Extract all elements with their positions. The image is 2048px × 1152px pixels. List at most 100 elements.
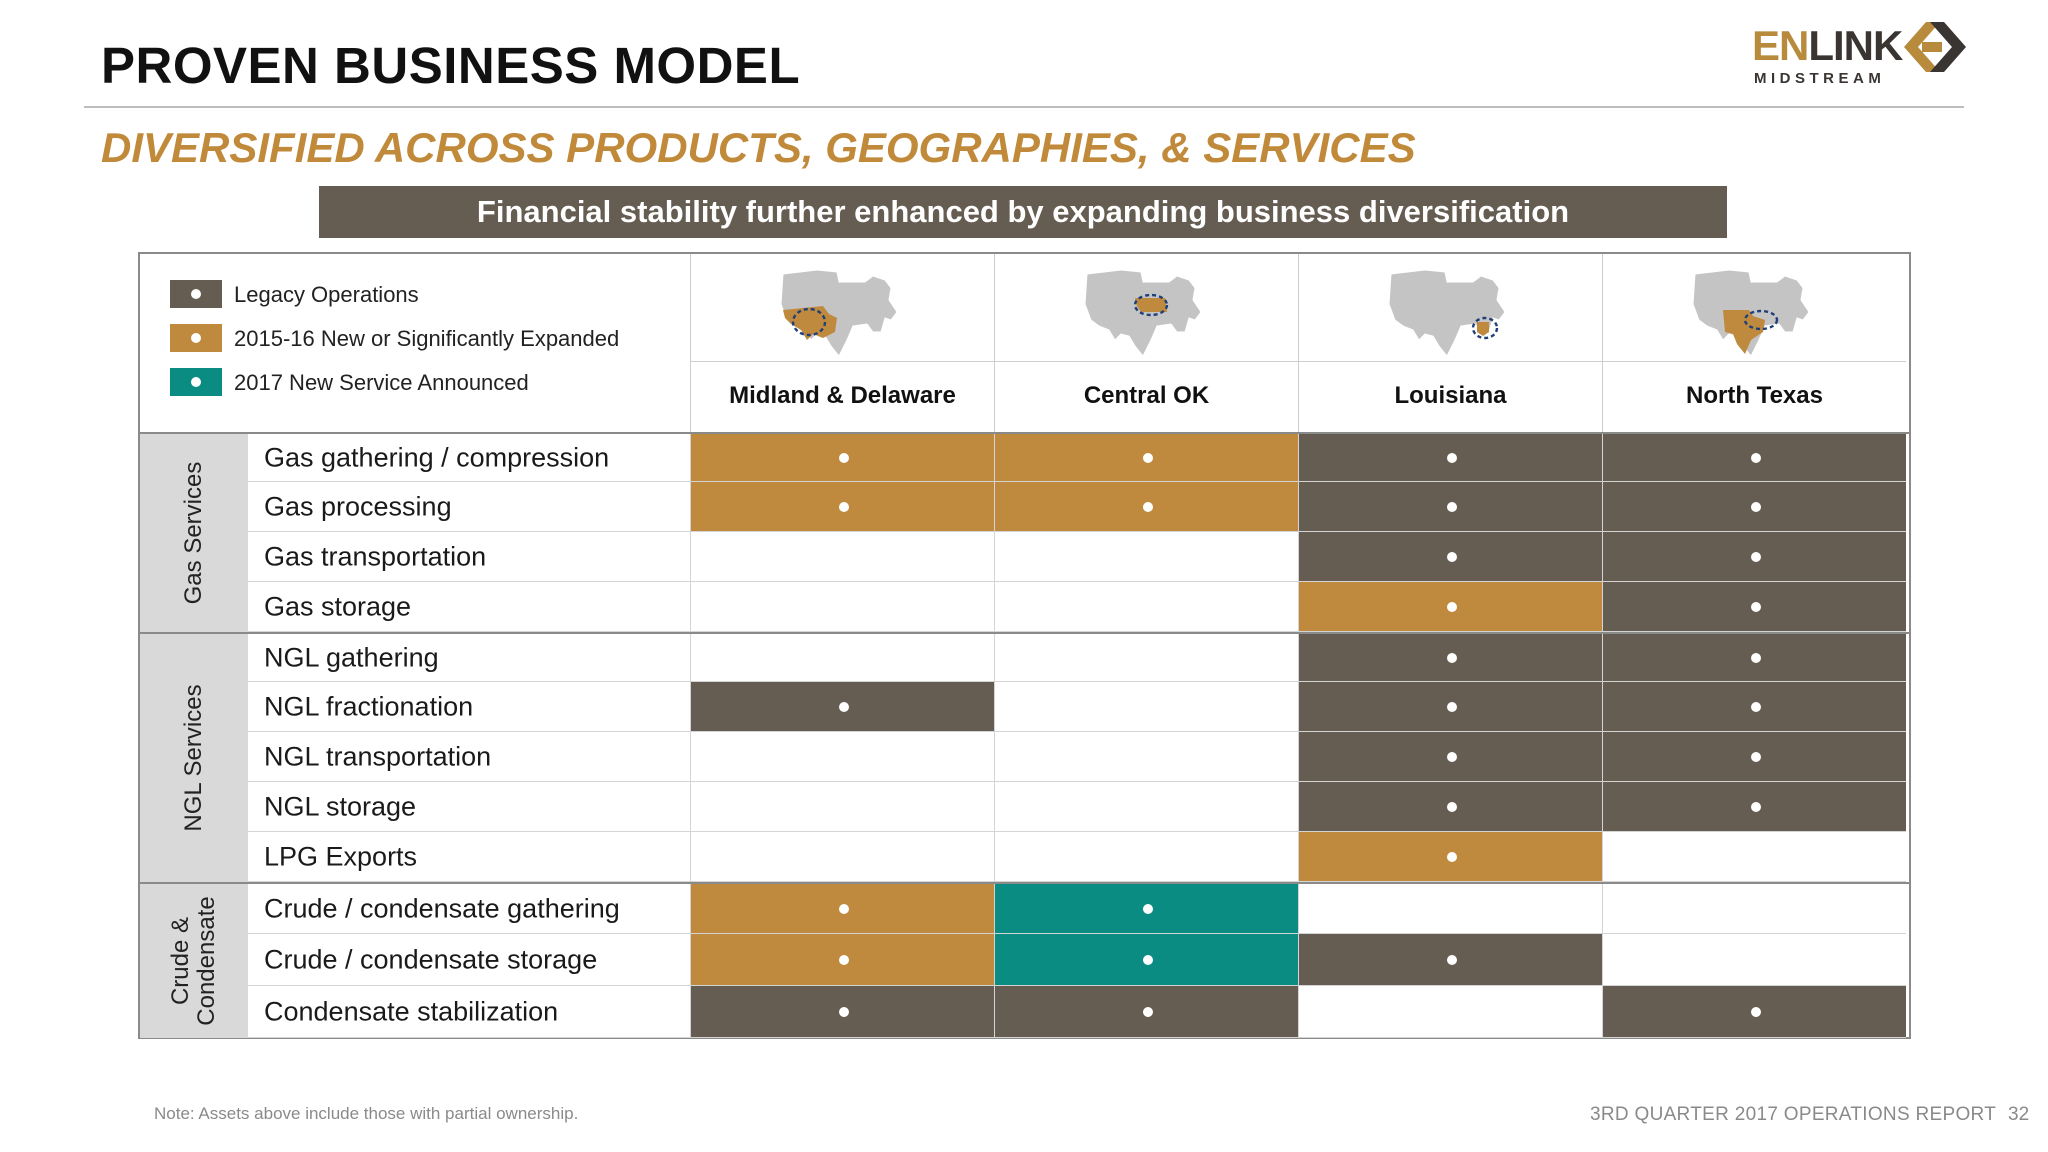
table-row: Gas processing <box>248 482 1911 532</box>
status-cell <box>690 832 994 882</box>
status-cell <box>1602 832 1906 882</box>
table-row: Condensate stabilization <box>248 986 1911 1038</box>
status-dot <box>1751 551 1761 562</box>
status-cell <box>1602 434 1906 482</box>
status-cell <box>690 582 994 632</box>
status-cell <box>994 482 1298 532</box>
service-cell: Gas transportation <box>248 532 690 582</box>
status-cell <box>1602 482 1906 532</box>
status-dot <box>1447 601 1457 612</box>
service-label: Condensate stabilization <box>264 996 559 1026</box>
service-label: LPG Exports <box>264 841 418 871</box>
status-dot <box>1751 701 1761 712</box>
status-cell <box>690 782 994 832</box>
status-dot <box>1751 501 1761 512</box>
status-cell <box>994 532 1298 582</box>
region-header: Louisiana <box>1298 254 1602 432</box>
status-dot <box>1751 452 1761 463</box>
service-cell: NGL fractionation <box>248 682 690 732</box>
table-row: NGL fractionation <box>248 682 1911 732</box>
status-cell <box>1298 434 1602 482</box>
page-title: PROVEN BUSINESS MODEL <box>101 37 801 94</box>
status-cell <box>690 434 994 482</box>
legend-label: 2017 New Service Announced <box>234 370 529 395</box>
service-cell: NGL transportation <box>248 732 690 782</box>
service-cell: Gas storage <box>248 582 690 632</box>
status-cell <box>994 582 1298 632</box>
status-cell <box>1602 732 1906 782</box>
service-cell: NGL gathering <box>248 634 690 682</box>
status-cell <box>994 782 1298 832</box>
enlink-logo: ENLINK MIDSTREAM <box>1748 20 1968 90</box>
service-label: NGL fractionation <box>264 691 474 721</box>
status-cell <box>1602 682 1906 732</box>
status-cell <box>1298 732 1602 782</box>
service-cell: Crude / condensate gathering <box>248 884 690 934</box>
status-dot <box>839 903 849 914</box>
status-dot <box>1143 954 1153 965</box>
header-divider <box>1299 361 1602 362</box>
status-cell <box>1298 884 1602 934</box>
status-cell <box>994 934 1298 986</box>
legend-swatch <box>170 368 222 396</box>
status-cell <box>690 986 994 1038</box>
region-header: Midland & Delaware <box>690 254 994 432</box>
status-cell <box>690 682 994 732</box>
status-cell <box>994 682 1298 732</box>
service-label: Gas processing <box>264 491 452 521</box>
status-dot <box>1447 652 1457 663</box>
status-cell <box>690 732 994 782</box>
status-cell <box>1298 986 1602 1038</box>
status-cell <box>994 434 1298 482</box>
title-divider <box>84 106 1964 108</box>
logo-word-rest: LINK <box>1808 22 1903 69</box>
region-name: Midland & Delaware <box>729 382 956 409</box>
service-label: NGL storage <box>264 791 417 821</box>
group-label-cell: Gas Services <box>140 432 248 632</box>
status-dot <box>1447 501 1457 512</box>
status-cell <box>1298 482 1602 532</box>
status-cell <box>690 482 994 532</box>
group-label: NGL Services <box>180 684 207 832</box>
table-row: Crude / condensate gathering <box>248 882 1911 934</box>
legend-dot <box>191 377 201 387</box>
status-dot <box>839 701 849 712</box>
table-row: Gas gathering / compression <box>248 432 1911 482</box>
status-dot <box>1143 1006 1153 1017</box>
legend-dot <box>191 289 201 299</box>
status-dot <box>839 452 849 463</box>
group-label-line: Crude & <box>167 916 194 1006</box>
status-cell <box>690 934 994 986</box>
region-header: North Texas <box>1602 254 1906 432</box>
status-cell <box>1602 934 1906 986</box>
status-dot <box>1751 652 1761 663</box>
status-dot <box>1447 551 1457 562</box>
status-cell <box>1298 782 1602 832</box>
status-cell <box>690 884 994 934</box>
status-cell <box>994 732 1298 782</box>
status-dot <box>1447 751 1457 762</box>
service-label: Crude / condensate gathering <box>264 893 620 923</box>
status-cell <box>1298 934 1602 986</box>
header-divider <box>1603 361 1906 362</box>
status-cell <box>994 884 1298 934</box>
legend-label: Legacy Operations <box>234 282 419 307</box>
status-cell <box>1602 532 1906 582</box>
region-name: Louisiana <box>1394 382 1507 409</box>
group-label-cell: Crude & Condensate <box>140 882 248 1038</box>
service-cell: Gas gathering / compression <box>248 434 690 482</box>
banner: Financial stability further enhanced by … <box>319 186 1727 238</box>
status-dot <box>1447 851 1457 862</box>
logo-word-accent: EN <box>1752 22 1809 69</box>
legend-dot <box>191 333 201 343</box>
header-divider <box>995 361 1298 362</box>
status-dot <box>1143 452 1153 463</box>
service-label: Crude / condensate storage <box>264 944 598 974</box>
status-cell <box>1298 832 1602 882</box>
table-row: NGL gathering <box>248 632 1911 682</box>
service-cell: Condensate stabilization <box>248 986 690 1038</box>
header-divider <box>691 361 994 362</box>
region-header: Central OK <box>994 254 1298 432</box>
status-dot <box>1143 501 1153 512</box>
region-name: North Texas <box>1686 382 1823 409</box>
